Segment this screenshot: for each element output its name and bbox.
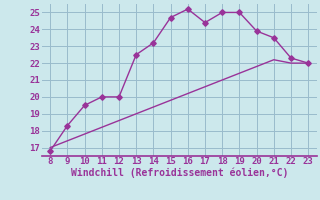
X-axis label: Windchill (Refroidissement éolien,°C): Windchill (Refroidissement éolien,°C): [70, 168, 288, 178]
